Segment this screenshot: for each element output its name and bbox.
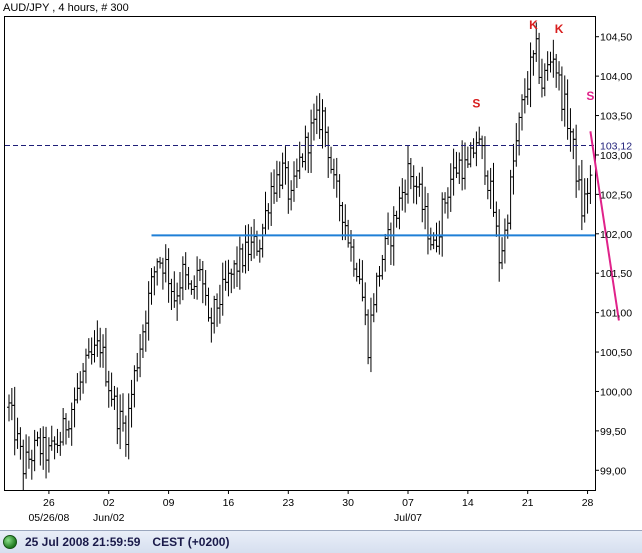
y-tick-label: 103,00 — [600, 150, 632, 162]
chart-title: AUD/JPY , 4 hours, # 300 — [3, 2, 129, 14]
y-tick-label: 102,50 — [600, 189, 632, 201]
ohlc-bar — [588, 165, 593, 204]
y-tick-label: 100,50 — [600, 347, 632, 359]
x-tick-sublabel: Jul/07 — [394, 512, 422, 524]
y-tick-label: 101,50 — [600, 268, 632, 280]
plot-area — [4, 16, 596, 491]
x-tick-label: 26 — [43, 497, 55, 509]
y-tick-label: 100,00 — [600, 386, 632, 398]
pattern-annotation: K — [555, 22, 564, 36]
chart-frame: 103,12 104,50 104,00 103,50 103,00 102,50 102… — [3, 2, 636, 524]
pattern-annotation: K — [529, 18, 538, 32]
pattern-annotation: S — [586, 89, 594, 103]
chart-svg: 103,12 104,50 104,00 103,50 103,00 102,50 102… — [3, 2, 636, 524]
y-tick-label: 104,50 — [600, 32, 632, 44]
x-tick-label: 30 — [342, 497, 354, 509]
trend-line — [589, 131, 620, 321]
status-bar: 25 Jul 2008 21:59:59 CEST (+0200) — [0, 530, 642, 553]
x-tick-label: 23 — [282, 497, 294, 509]
y-tick-label: 99,50 — [600, 426, 626, 438]
connection-status-icon — [3, 535, 17, 549]
y-tick-label: 104,00 — [600, 71, 632, 83]
x-tick-label: 14 — [462, 497, 474, 509]
status-timezone: CEST (+0200) — [152, 535, 230, 549]
x-tick-label: 28 — [582, 497, 594, 509]
status-datetime: 25 Jul 2008 21:59:59 — [25, 535, 141, 549]
price-tag-label: 103,12 — [600, 140, 632, 152]
y-tick-label: 102,00 — [600, 229, 632, 241]
price-tag-bg — [596, 138, 636, 153]
x-tick-label: 09 — [163, 497, 175, 509]
pattern-annotation: S — [472, 97, 480, 111]
x-tick-label: 07 — [402, 497, 414, 509]
x-tick-label: 21 — [522, 497, 534, 509]
y-tick-label: 101,00 — [600, 308, 632, 320]
y-tick-label: 99,00 — [600, 465, 626, 477]
y-tick-label: 103,50 — [600, 111, 632, 123]
x-tick-sublabel: Jun/02 — [93, 512, 125, 524]
x-tick-label: 02 — [103, 497, 115, 509]
x-tick-label: 16 — [223, 497, 235, 509]
x-tick-sublabel: 05/26/08 — [28, 512, 69, 524]
